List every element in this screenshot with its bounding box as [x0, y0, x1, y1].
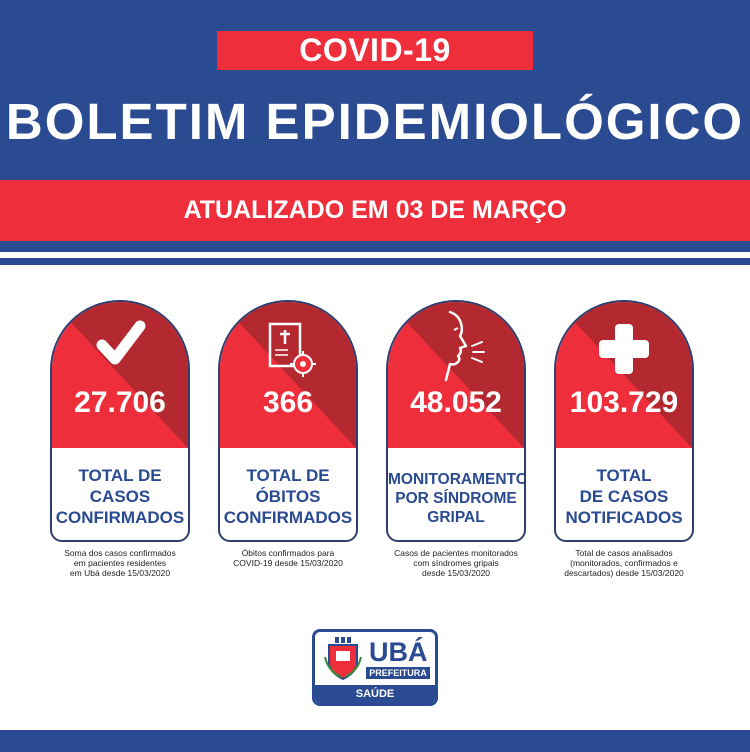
- footer-band: [0, 730, 750, 752]
- logo-name: UBÁ: [369, 637, 428, 667]
- divider: [0, 252, 750, 258]
- stat-caption: Total de casos analisados (monitorados, …: [564, 548, 684, 578]
- stat-label: TOTAL DE CASOS CONFIRMADOS: [55, 466, 185, 527]
- prefeitura-logo: UBÁ PREFEITURA SAÚDE: [312, 629, 438, 706]
- card-background: [220, 302, 356, 448]
- medical-cross-icon: [599, 324, 649, 374]
- stat-caption: Óbitos confirmados para COVID-19 desde 1…: [233, 548, 343, 568]
- coughing-face-icon: [444, 310, 485, 382]
- stat-label: TOTAL DE CASOS NOTIFICADOS: [565, 466, 683, 527]
- card-background: [52, 302, 188, 448]
- stat-card-confirmed: 27.706 TOTAL DE CASOS CONFIRMADOS: [50, 300, 190, 542]
- death-certificate-virus-icon: [268, 322, 316, 377]
- city-crest-icon: [324, 637, 362, 681]
- checkmark-icon: [96, 320, 146, 365]
- stat-card-deaths: 366 TOTAL DE ÓBITOS CONFIRMADOS: [218, 300, 358, 542]
- update-stripe: [0, 180, 750, 241]
- stat-card-notified: 103.729 TOTAL DE CASOS NOTIFICADOS: [554, 300, 694, 542]
- update-date: ATUALIZADO EM 03 DE MARÇO: [183, 196, 567, 224]
- stat-number: 27.706: [74, 386, 166, 419]
- stat-card-monitoring: 48.052 MONITORAMENTO POR SÍNDROME GRIPAL: [386, 300, 526, 542]
- divider: [0, 258, 750, 265]
- stat-number: 48.052: [410, 386, 502, 419]
- stat-number: 103.729: [569, 386, 679, 419]
- stat-label: TOTAL DE ÓBITOS CONFIRMADOS: [223, 466, 353, 527]
- stat-label: MONITORAMENTO POR SÍNDROME GRIPAL: [388, 471, 526, 526]
- page-title: BOLETIM EPIDEMIOLÓGICO: [5, 93, 745, 150]
- logo-subtitle: PREFEITURA: [366, 667, 430, 679]
- stat-caption: Soma dos casos confirmados em pacientes …: [64, 548, 176, 578]
- stat-number: 366: [262, 386, 314, 419]
- card-background: [388, 302, 524, 448]
- stat-caption: Casos de pacientes monitorados com síndr…: [394, 548, 518, 578]
- logo-department: SAÚDE: [315, 685, 435, 703]
- covid-tag: COVID-19: [217, 31, 533, 70]
